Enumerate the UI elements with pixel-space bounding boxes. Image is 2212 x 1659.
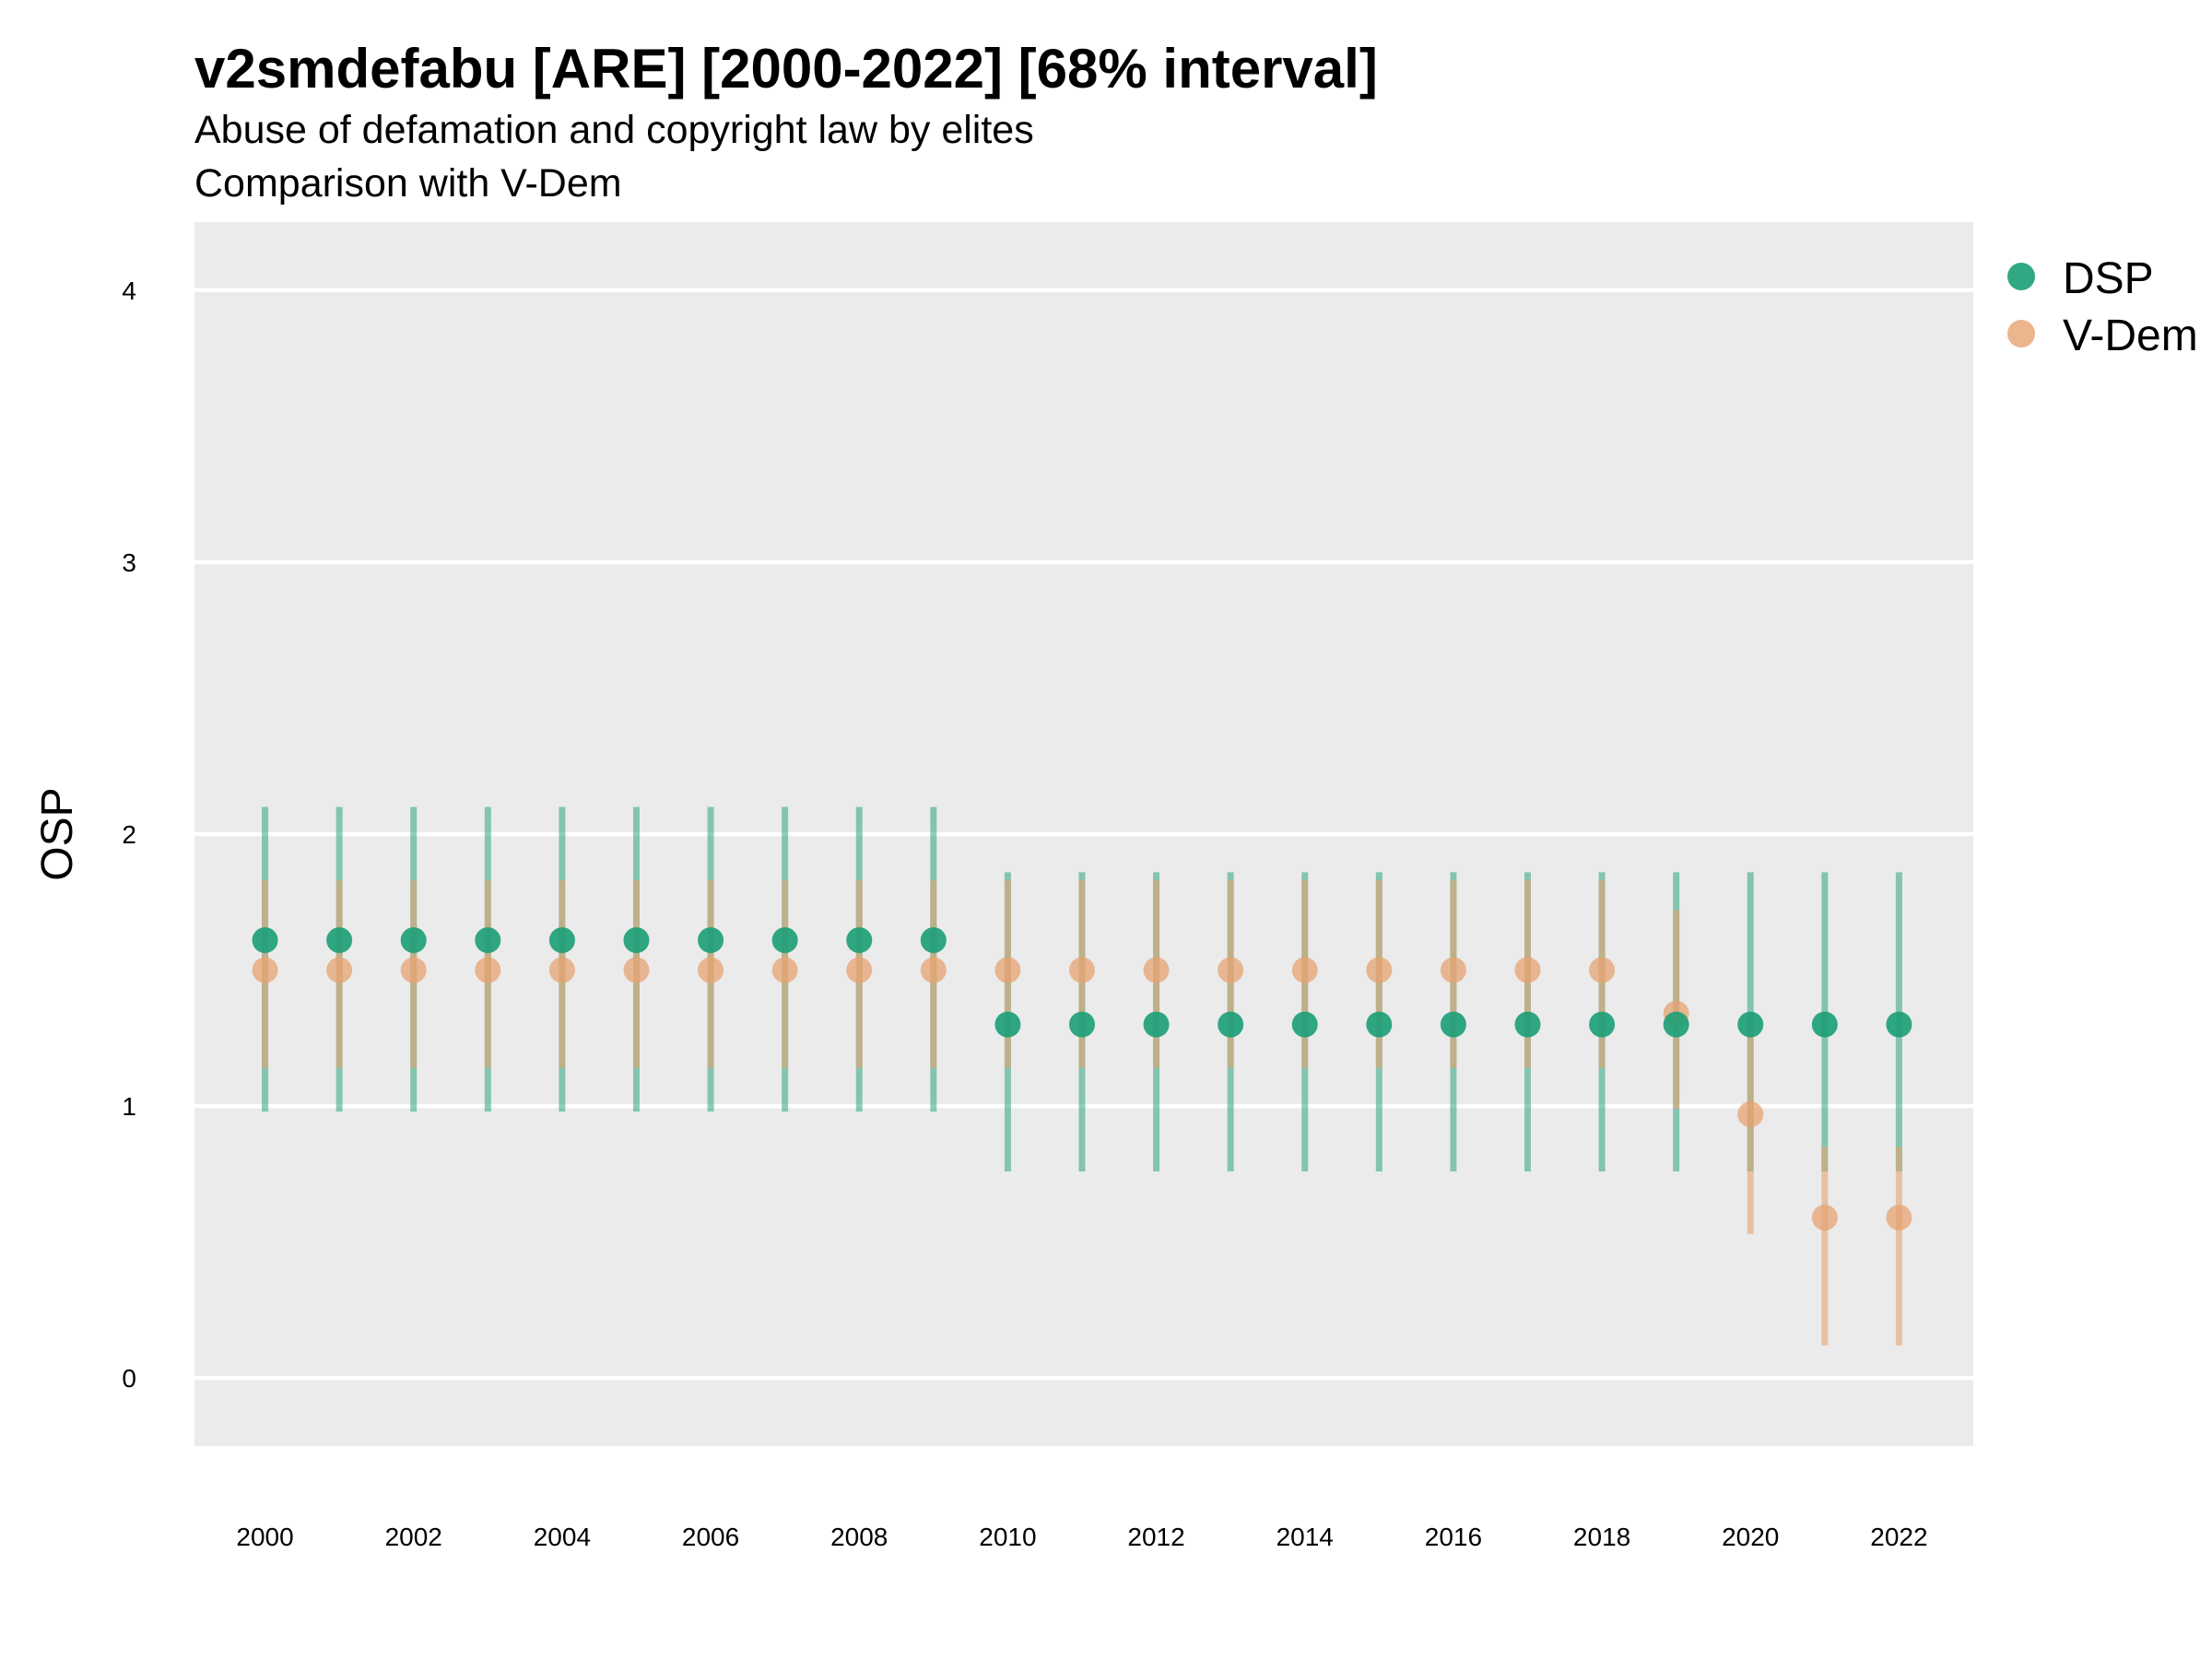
chart-subtitle-comparison: Comparison with V-Dem bbox=[194, 161, 622, 206]
vdem-point bbox=[326, 957, 353, 983]
vdem-point bbox=[1737, 1100, 1764, 1127]
dsp-point bbox=[698, 927, 724, 954]
dsp-point bbox=[846, 927, 873, 954]
dsp-point bbox=[1886, 1011, 1912, 1038]
x-tick-label: 2004 bbox=[534, 1523, 591, 1551]
vdem-point bbox=[994, 957, 1021, 983]
dsp-point bbox=[1737, 1011, 1764, 1038]
vdem-point bbox=[1811, 1205, 1838, 1231]
dsp-point bbox=[1068, 1011, 1095, 1038]
legend-vdem-marker bbox=[2007, 320, 2035, 347]
vdem-point bbox=[1068, 957, 1095, 983]
vdem-point bbox=[1440, 957, 1466, 983]
dsp-point bbox=[1514, 1011, 1541, 1038]
x-tick-label: 2002 bbox=[385, 1523, 442, 1551]
dsp-point bbox=[920, 927, 947, 954]
y-tick-label: 1 bbox=[122, 1092, 136, 1121]
vdem-point bbox=[1291, 957, 1318, 983]
dsp-point bbox=[1291, 1011, 1318, 1038]
dsp-point bbox=[475, 927, 501, 954]
vdem-point bbox=[920, 957, 947, 983]
legend: DSP V-Dem bbox=[2007, 254, 2198, 360]
dsp-point bbox=[994, 1011, 1021, 1038]
vdem-point bbox=[252, 957, 278, 983]
dsp-point bbox=[1218, 1011, 1244, 1038]
y-tick-label: 4 bbox=[122, 276, 136, 305]
dsp-point bbox=[771, 927, 798, 954]
legend-vdem-label: V-Dem bbox=[2063, 312, 2198, 360]
y-axis-ticks: 0 1 2 3 4 bbox=[122, 276, 136, 1393]
x-tick-label: 2012 bbox=[1127, 1523, 1184, 1551]
dsp-point bbox=[326, 927, 353, 954]
x-tick-label: 2010 bbox=[979, 1523, 1036, 1551]
dsp-point bbox=[1440, 1011, 1466, 1038]
chart-subtitle: Abuse of defamation and copyright law by… bbox=[194, 108, 1034, 152]
legend-dsp-label: DSP bbox=[2063, 254, 2154, 303]
x-tick-label: 2014 bbox=[1277, 1523, 1334, 1551]
dsp-point bbox=[548, 927, 575, 954]
x-tick-label: 2016 bbox=[1425, 1523, 1482, 1551]
vdem-point bbox=[548, 957, 575, 983]
y-tick-label: 2 bbox=[122, 820, 136, 849]
vdem-point bbox=[1366, 957, 1393, 983]
dsp-point bbox=[1663, 1011, 1689, 1038]
y-tick-label: 3 bbox=[122, 548, 136, 577]
y-tick-label: 0 bbox=[122, 1364, 136, 1393]
vdem-point bbox=[400, 957, 427, 983]
vdem-point bbox=[1143, 957, 1170, 983]
x-tick-label: 2000 bbox=[236, 1523, 293, 1551]
point-markers bbox=[252, 927, 1912, 1231]
dsp-point bbox=[1811, 1011, 1838, 1038]
x-axis-ticks: 2000 2002 2004 2006 2008 2010 2012 2014 2016 2018… bbox=[236, 1523, 1927, 1551]
y-axis-label: OSP bbox=[33, 787, 82, 880]
dsp-point bbox=[400, 927, 427, 954]
vdem-point bbox=[475, 957, 501, 983]
vdem-point bbox=[623, 957, 650, 983]
dsp-point bbox=[1366, 1011, 1393, 1038]
x-tick-label: 2020 bbox=[1722, 1523, 1779, 1551]
legend-dsp-marker bbox=[2007, 263, 2035, 290]
vdem-point bbox=[698, 957, 724, 983]
dsp-point bbox=[1143, 1011, 1170, 1038]
dsp-point bbox=[623, 927, 650, 954]
x-tick-label: 2018 bbox=[1573, 1523, 1630, 1551]
vdem-point bbox=[1886, 1205, 1912, 1231]
vdem-point bbox=[1218, 957, 1244, 983]
data-series bbox=[252, 806, 1912, 1346]
x-tick-label: 2008 bbox=[830, 1523, 888, 1551]
dsp-point bbox=[252, 927, 278, 954]
chart-title: v2smdefabu [ARE] [2000-2022] [68% interv… bbox=[194, 38, 1378, 100]
vdem-point bbox=[1514, 957, 1541, 983]
x-tick-label: 2006 bbox=[682, 1523, 739, 1551]
vdem-point bbox=[1589, 957, 1616, 983]
x-tick-label: 2022 bbox=[1870, 1523, 1927, 1551]
vdem-point bbox=[846, 957, 873, 983]
dsp-point bbox=[1589, 1011, 1616, 1038]
vdem-point bbox=[771, 957, 798, 983]
